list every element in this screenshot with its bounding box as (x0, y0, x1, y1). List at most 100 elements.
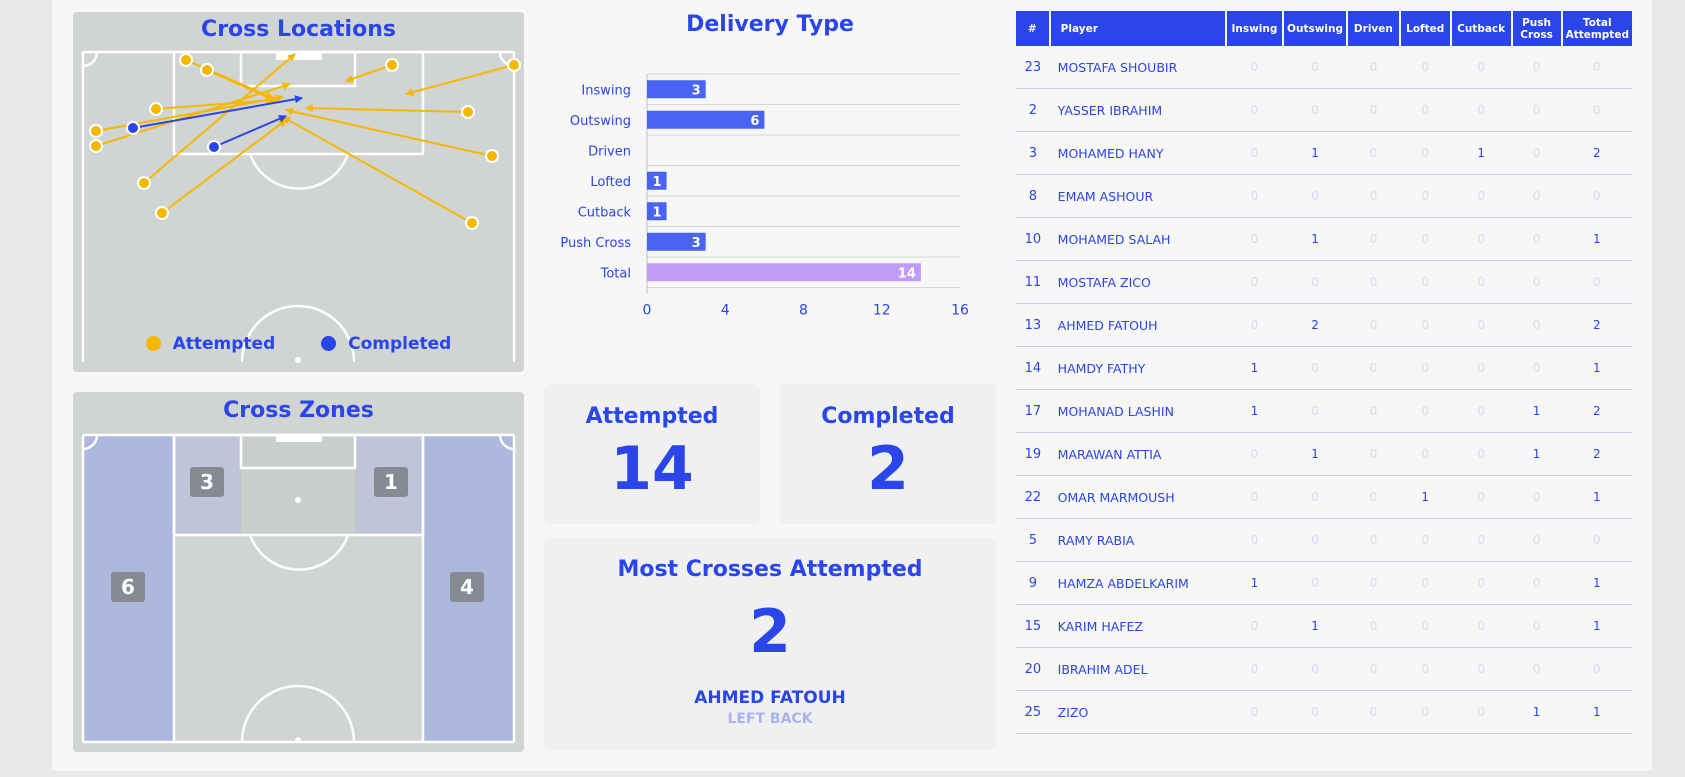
zone-badge (111, 572, 145, 602)
cross-count: 0 (1399, 131, 1451, 175)
cross-origin-point (137, 176, 151, 190)
table-row[interactable]: 10 MOHAMED SALAH 0 1 0 0 0 0 1 (1016, 217, 1632, 261)
cross-count: 0 (1283, 174, 1348, 218)
bar-value-label: 1 (653, 175, 662, 190)
cross-origin-point (465, 216, 479, 230)
table-row[interactable]: 3 MOHAMED HANY 0 1 0 0 1 0 2 (1016, 131, 1632, 175)
cross-count: 0 (1225, 690, 1284, 734)
player-name: HAMZA ABDELKARIM (1049, 561, 1226, 605)
table-row[interactable]: 22 OMAR MARMOUSH 0 0 0 1 0 0 1 (1016, 475, 1632, 519)
bar (647, 110, 765, 129)
cross-count: 0 (1450, 561, 1512, 605)
player-name: IBRAHIM ADEL (1049, 647, 1226, 691)
cross-count: 0 (1450, 46, 1512, 89)
player-name: AHMED FATOUH (1049, 303, 1226, 347)
cross-locations-pitch (81, 50, 521, 363)
table-row[interactable]: 25 ZIZO 0 0 0 0 0 1 1 (1016, 690, 1632, 734)
cross-count: 0 (1347, 604, 1400, 648)
col-total-attempted: Total Attempted (1561, 11, 1632, 46)
cross-origin-point (207, 140, 221, 154)
cross-count: 0 (1450, 217, 1512, 261)
cross-arrow (305, 104, 469, 113)
cross-arrow (285, 107, 493, 157)
cross-count: 1 (1225, 561, 1284, 605)
cross-count: 0 (1283, 389, 1348, 433)
most-crosses-card: Most Crosses Attempted 2 AHMED FATOUH LE… (544, 537, 996, 751)
cross-count: 0 (1399, 46, 1451, 89)
cross-count: 1 (1283, 604, 1348, 648)
col-inswing: Inswing (1225, 11, 1285, 46)
cross-count: 0 (1225, 131, 1284, 175)
cross-count: 0 (1450, 303, 1512, 347)
cross-count: 0 (1450, 260, 1512, 304)
cross-arrow (132, 95, 303, 129)
cross-locations-title: Cross Locations (201, 17, 396, 42)
bar-value-label: 3 (692, 236, 701, 251)
table-row[interactable]: 11 MOSTAFA ZICO 0 0 0 0 0 0 0 (1016, 260, 1632, 304)
cross-count: 0 (1225, 432, 1284, 476)
cross-count: 0 (1450, 604, 1512, 648)
cross-count: 0 (1561, 88, 1632, 132)
cross-count: 0 (1399, 88, 1451, 132)
cross-count: 0 (1450, 174, 1512, 218)
cross-arrows (95, 53, 515, 224)
player-number: 11 (1016, 260, 1050, 304)
table-row[interactable]: 19 MARAWAN ATTIA 0 1 0 0 0 1 2 (1016, 432, 1632, 476)
cross-count: 0 (1399, 432, 1451, 476)
cross-arrow (95, 94, 284, 132)
table-row[interactable]: 14 HAMDY FATHY 1 0 0 0 0 0 1 (1016, 346, 1632, 390)
cross-count: 1 (1450, 131, 1512, 175)
cross-count: 2 (1561, 389, 1632, 433)
table-header: # Player Inswing Outswing Driven Lofted … (1016, 11, 1632, 46)
cross-origin-point (149, 102, 163, 116)
player-name: MOSTAFA ZICO (1049, 260, 1226, 304)
cross-count: 0 (1561, 46, 1632, 89)
cross-count: 0 (1347, 346, 1400, 390)
table-row[interactable]: 17 MOHANAD LASHIN 1 0 0 0 0 1 2 (1016, 389, 1632, 433)
cross-count: 2 (1561, 131, 1632, 175)
cross-count: 0 (1283, 260, 1348, 304)
cross-zones-card: Cross Zones 3 1 6 4 (73, 392, 524, 752)
category-label: Cutback (578, 205, 632, 220)
cross-count: 0 (1225, 647, 1284, 691)
table-row[interactable]: 13 AHMED FATOUH 0 2 0 0 0 0 2 (1016, 303, 1632, 347)
player-name: KARIM HAFEZ (1049, 604, 1226, 648)
cross-count: 0 (1399, 174, 1451, 218)
cross-count: 0 (1225, 260, 1284, 304)
cross-count: 0 (1399, 690, 1451, 734)
cross-arrow (345, 64, 393, 83)
completed-card: Completed 2 (780, 384, 996, 524)
cross-count: 0 (1347, 432, 1400, 476)
cross-count: 0 (1347, 131, 1400, 175)
col-cutback: Cutback (1450, 11, 1513, 46)
cross-count: 0 (1399, 518, 1451, 562)
table-row[interactable]: 9 HAMZA ABDELKARIM 1 0 0 0 0 0 1 (1016, 561, 1632, 605)
cross-count: 0 (1347, 46, 1400, 89)
table-row[interactable]: 15 KARIM HAFEZ 0 1 0 0 0 0 1 (1016, 604, 1632, 648)
table-row[interactable]: 8 EMAM ASHOUR 0 0 0 0 0 0 0 (1016, 174, 1632, 218)
player-name: YASSER IBRAHIM (1049, 88, 1226, 132)
bar (647, 80, 706, 99)
table-row[interactable]: 20 IBRAHIM ADEL 0 0 0 0 0 0 0 (1016, 647, 1632, 691)
table-body: 23 MOSTAFA SHOUBIR 0 0 0 0 0 0 0 2 YASSER IBRAHIM 0… (1016, 46, 1632, 734)
cross-origin-point (126, 121, 140, 135)
cross-zones-title: Cross Zones (223, 398, 374, 423)
cross-count: 2 (1561, 303, 1632, 347)
cross-origin-point (89, 124, 103, 138)
cross-arrow (161, 119, 287, 214)
cross-count: 0 (1283, 346, 1348, 390)
cross-count: 0 (1399, 647, 1451, 691)
table-row[interactable]: 5 RAMY RABIA 0 0 0 0 0 0 0 (1016, 518, 1632, 562)
cross-count: 0 (1399, 389, 1451, 433)
most-crosses-value: 2 (749, 597, 791, 667)
table-row[interactable]: 2 YASSER IBRAHIM 0 0 0 0 0 0 0 (1016, 88, 1632, 132)
table-row[interactable]: 23 MOSTAFA SHOUBIR 0 0 0 0 0 0 0 (1016, 46, 1632, 89)
cross-count: 0 (1511, 131, 1562, 175)
cross-count: 0 (1225, 475, 1284, 519)
player-number: 25 (1016, 690, 1050, 734)
cross-count: 0 (1283, 690, 1348, 734)
player-number: 13 (1016, 303, 1050, 347)
cross-count: 1 (1561, 475, 1632, 519)
col-driven: Driven (1347, 11, 1401, 46)
zone-value-right-box: 1 (384, 470, 398, 494)
